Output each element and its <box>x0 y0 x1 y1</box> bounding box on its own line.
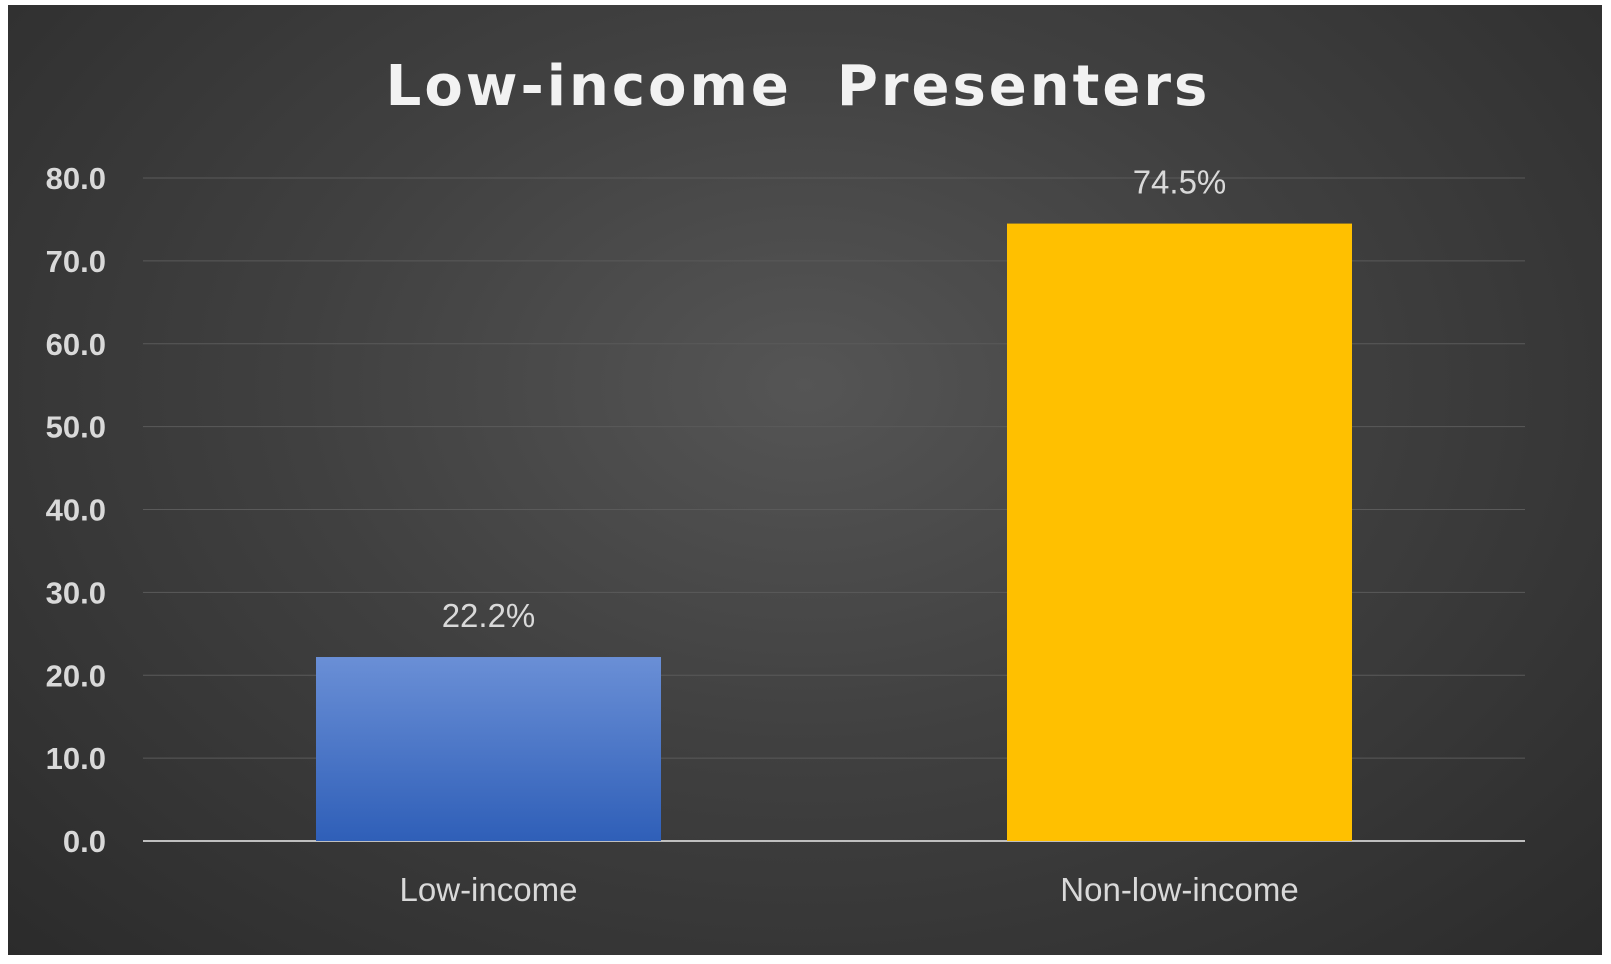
y-axis-ticks: 0.0 10.0 20.0 30.0 40.0 50.0 60.0 70.0 80.0 <box>46 161 106 859</box>
y-tick-label: 20.0 <box>46 658 106 693</box>
data-label: 22.2% <box>442 597 536 634</box>
bar <box>316 657 661 841</box>
chart-title: Low-income Presenters <box>386 54 1211 119</box>
data-label: 74.5% <box>1133 164 1227 201</box>
data-labels: 22.2% 74.5% <box>442 164 1227 634</box>
bars <box>316 223 1352 842</box>
y-tick-label: 10.0 <box>46 741 106 776</box>
x-category-label: Low-income <box>400 871 578 908</box>
y-tick-label: 60.0 <box>46 327 106 362</box>
chart-area: Low-income Presenters 0.0 10.0 20.0 30.0 40.… <box>8 5 1602 955</box>
y-tick-label: 50.0 <box>46 410 106 445</box>
y-tick-label: 70.0 <box>46 244 106 279</box>
y-tick-label: 30.0 <box>46 575 106 610</box>
bar <box>1007 223 1352 842</box>
y-tick-label: 80.0 <box>46 161 106 196</box>
bar-chart: Low-income Presenters 0.0 10.0 20.0 30.0 40.… <box>46 54 1525 908</box>
x-category-label: Non-low-income <box>1060 871 1298 908</box>
x-axis-categories: Low-income Non-low-income <box>400 871 1299 908</box>
y-tick-label: 0.0 <box>63 824 106 859</box>
y-tick-label: 40.0 <box>46 493 106 528</box>
